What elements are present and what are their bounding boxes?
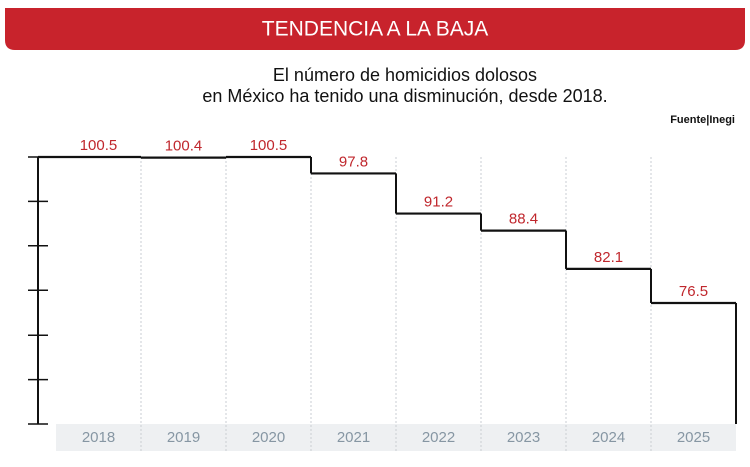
- x-tick-label: 2020: [252, 429, 285, 446]
- x-tick-label: 2022: [422, 429, 455, 446]
- value-label: 82.1: [594, 249, 623, 266]
- value-label: 100.4: [165, 138, 203, 155]
- header-bar: [5, 8, 745, 50]
- value-label: 100.5: [80, 137, 118, 154]
- x-tick-label: 2018: [82, 429, 115, 446]
- source: Fuente|Inegi: [670, 114, 735, 126]
- x-tick-label: 2023: [507, 429, 540, 446]
- value-label: 97.8: [339, 153, 368, 170]
- x-tick-label: 2024: [592, 429, 625, 446]
- value-label: 91.2: [424, 194, 453, 211]
- subtitle: El número de homicidios dolosos: [273, 65, 537, 85]
- x-tick-label: 2021: [337, 429, 370, 446]
- subtitle: en México ha tenido una disminución, des…: [202, 86, 607, 106]
- x-tick-label: 2019: [167, 429, 200, 446]
- value-label: 76.5: [679, 283, 708, 300]
- value-label: 100.5: [250, 137, 288, 154]
- value-label: 88.4: [509, 211, 538, 228]
- chart-title: TENDENCIA A LA BAJA: [262, 18, 488, 41]
- x-tick-label: 2025: [677, 429, 710, 446]
